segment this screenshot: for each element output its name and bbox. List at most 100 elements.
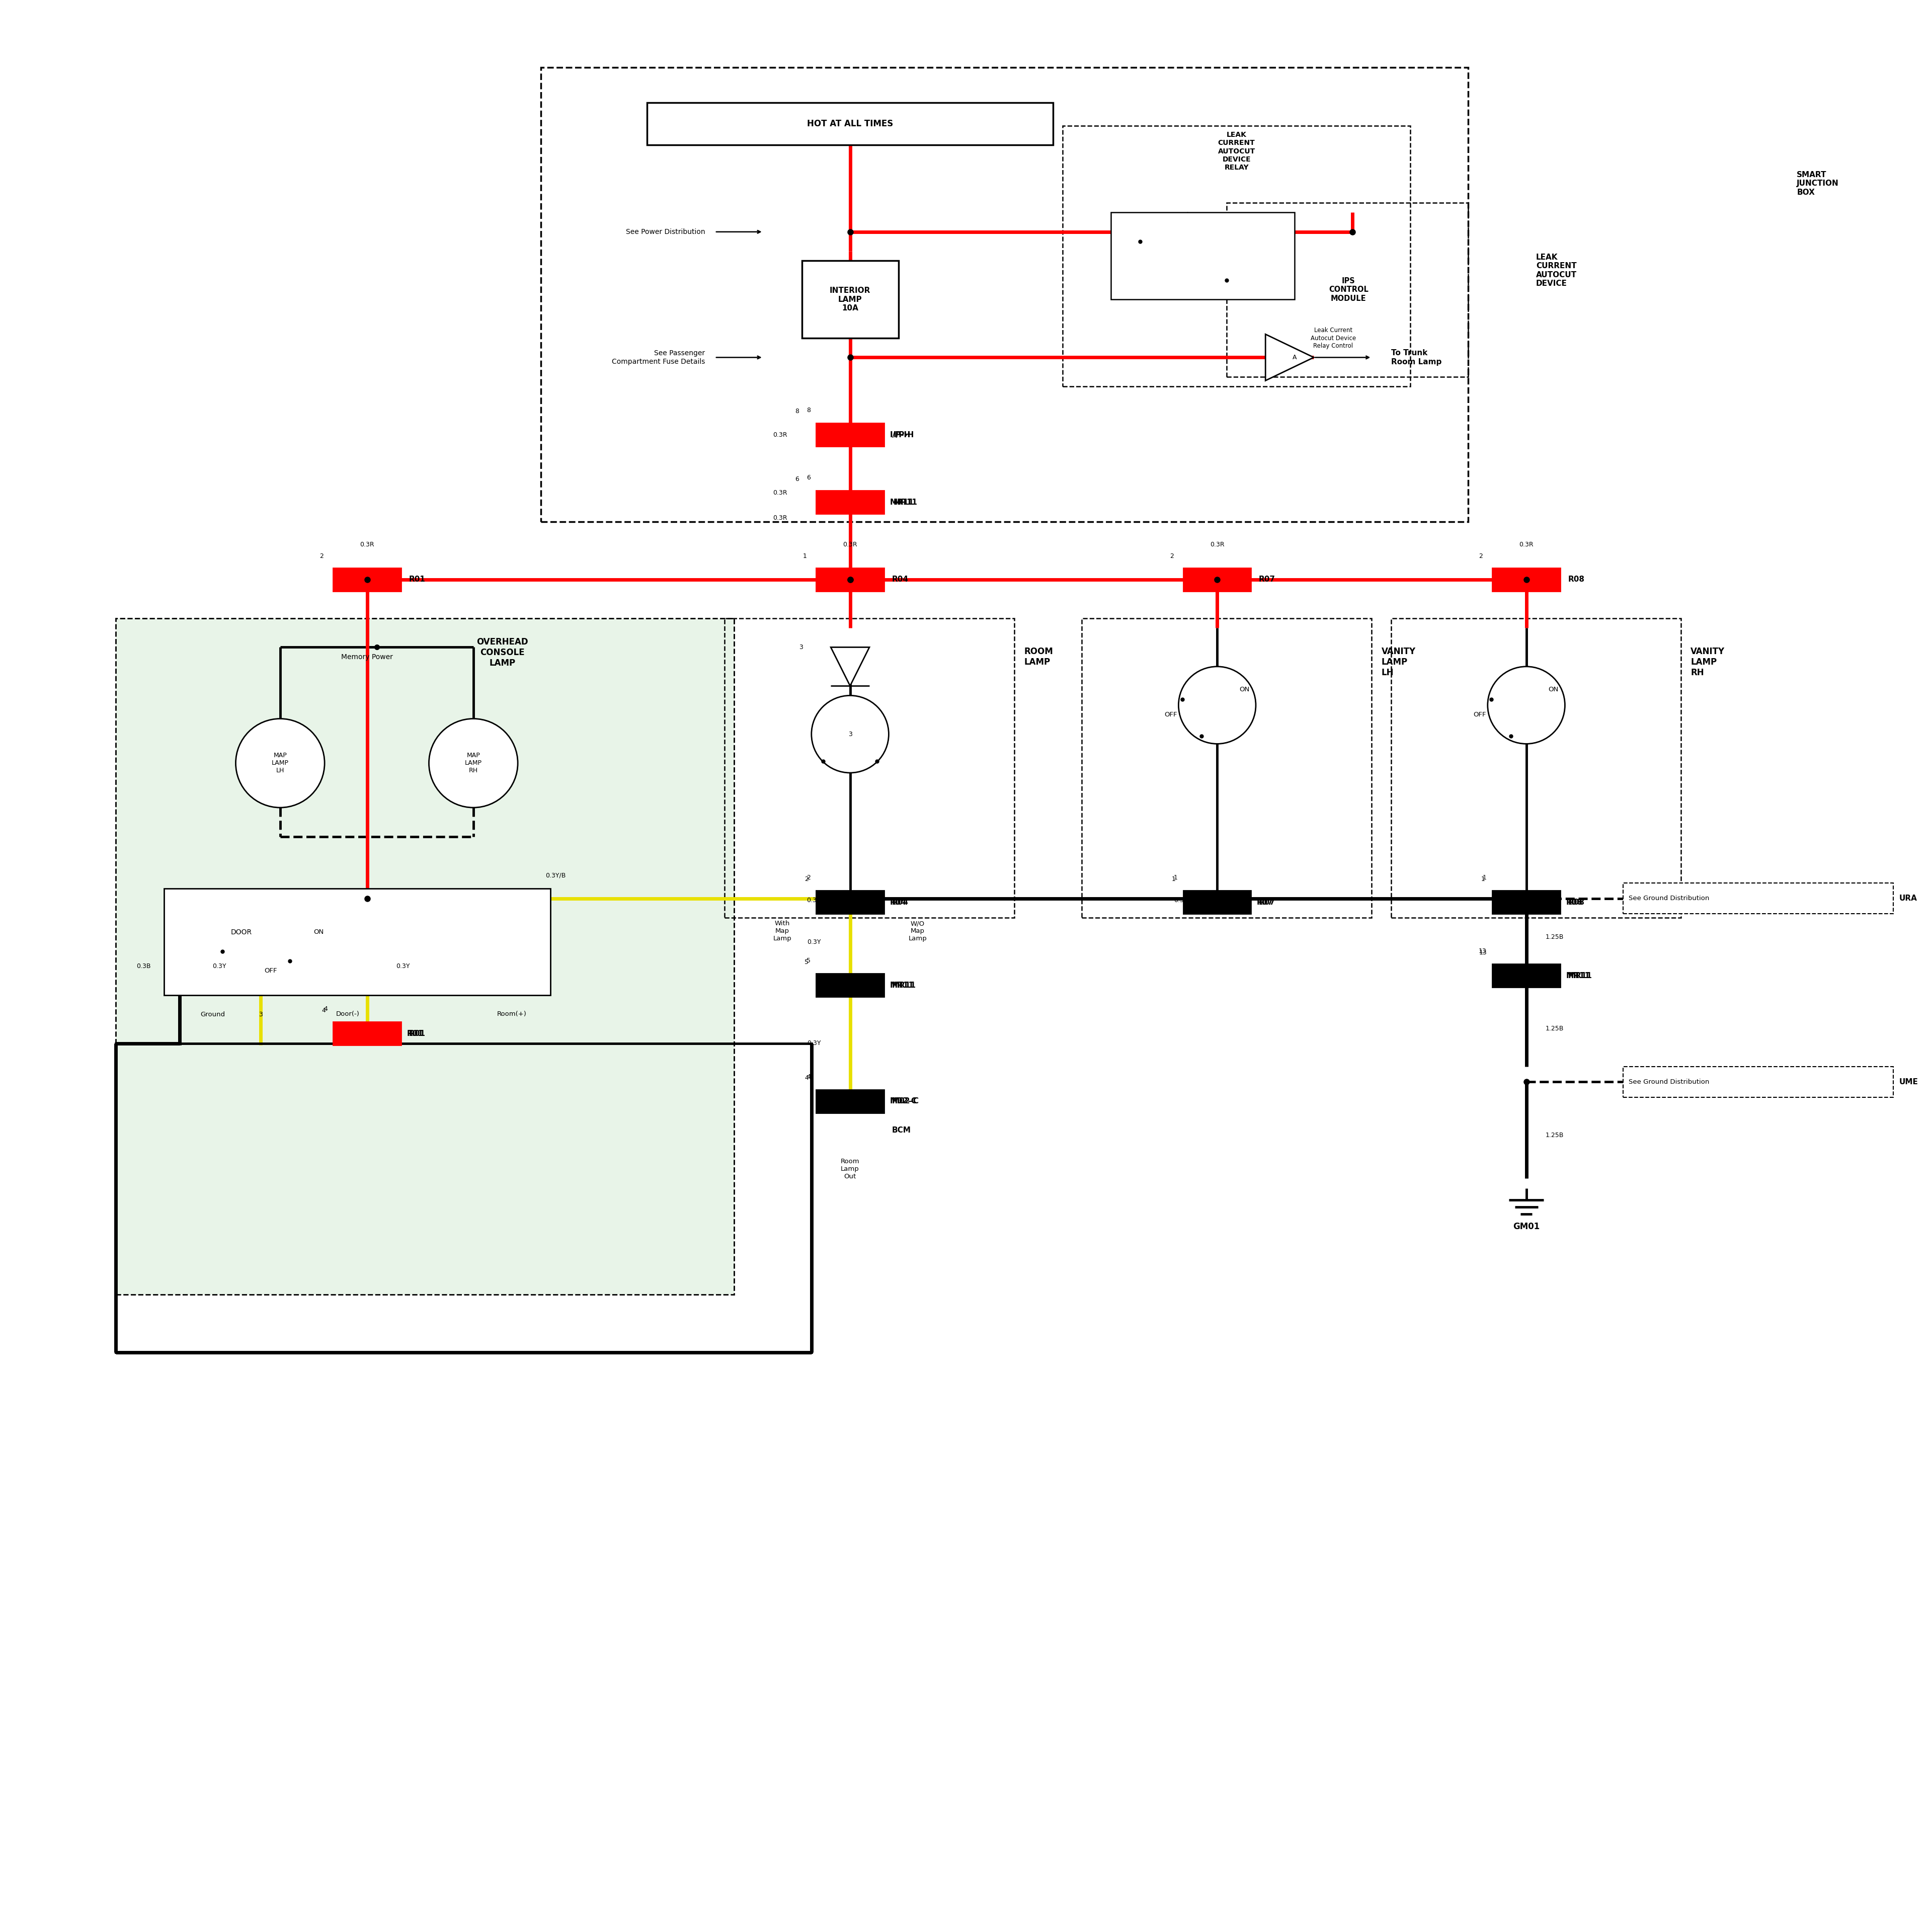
Text: See Ground Distribution: See Ground Distribution <box>1629 1078 1710 1086</box>
Text: 0.3R: 0.3R <box>773 431 788 439</box>
Text: 1: 1 <box>1482 875 1488 881</box>
Polygon shape <box>831 647 869 686</box>
Text: OVERHEAD
CONSOLE
LAMP: OVERHEAD CONSOLE LAMP <box>477 638 527 668</box>
Text: 1.25B: 1.25B <box>1546 1132 1563 1138</box>
Text: See Power Distribution: See Power Distribution <box>626 228 705 236</box>
Bar <box>1391 618 1681 918</box>
Text: MR11: MR11 <box>1565 972 1590 980</box>
Bar <box>815 1090 883 1113</box>
Text: See Passenger
Compartment Fuse Details: See Passenger Compartment Fuse Details <box>612 350 705 365</box>
Text: GM01: GM01 <box>1513 1223 1540 1231</box>
Text: R08: R08 <box>1565 898 1582 906</box>
Text: 0.3R: 0.3R <box>1519 541 1534 549</box>
Text: 6: 6 <box>794 475 800 483</box>
Bar <box>1082 618 1372 918</box>
Bar <box>164 889 551 995</box>
Text: R01: R01 <box>410 1030 425 1037</box>
Text: Memory Power: Memory Power <box>342 653 392 661</box>
Text: 0.3B: 0.3B <box>808 896 821 904</box>
Text: 1: 1 <box>802 553 808 560</box>
Text: Door(-): Door(-) <box>336 1010 359 1018</box>
Bar <box>725 618 1014 918</box>
Text: MAP
LAMP
RH: MAP LAMP RH <box>466 752 481 775</box>
Text: MR11: MR11 <box>889 498 914 506</box>
Bar <box>1227 203 1468 377</box>
Text: SMART
JUNCTION
BOX: SMART JUNCTION BOX <box>1797 172 1839 195</box>
Text: 2: 2 <box>319 553 323 560</box>
Text: R01: R01 <box>410 576 425 583</box>
Text: With
Map
Lamp: With Map Lamp <box>773 920 792 943</box>
Text: Room
Lamp
Out: Room Lamp Out <box>840 1157 860 1180</box>
Text: 0.3R: 0.3R <box>1209 541 1225 549</box>
Circle shape <box>429 719 518 808</box>
Text: R08: R08 <box>1569 576 1584 583</box>
Text: ROOM
LAMP: ROOM LAMP <box>1024 647 1053 667</box>
Text: HOT AT ALL TIMES: HOT AT ALL TIMES <box>808 120 893 128</box>
Text: MR11: MR11 <box>889 981 914 989</box>
Text: See Ground Distribution: See Ground Distribution <box>1629 895 1710 902</box>
Text: 4: 4 <box>323 1007 327 1012</box>
Text: A: A <box>1293 354 1296 361</box>
Text: R07: R07 <box>1260 898 1275 906</box>
Circle shape <box>236 719 325 808</box>
Text: 0.3Y: 0.3Y <box>396 962 410 970</box>
Circle shape <box>1488 667 1565 744</box>
Text: 3: 3 <box>848 730 852 738</box>
Text: 0.3R: 0.3R <box>773 489 788 497</box>
Bar <box>1182 891 1252 914</box>
Text: M02-C: M02-C <box>891 1097 920 1105</box>
Text: 4: 4 <box>804 1074 810 1082</box>
Text: MR11: MR11 <box>1569 972 1592 980</box>
Text: To Trunk
Room Lamp: To Trunk Room Lamp <box>1391 350 1441 365</box>
Text: 0.3Y/B: 0.3Y/B <box>545 871 566 879</box>
Text: 1: 1 <box>178 1010 182 1018</box>
Text: 0.3Y: 0.3Y <box>808 1039 821 1047</box>
Bar <box>1063 126 1410 386</box>
Text: 5: 5 <box>804 958 810 966</box>
Text: 0.3B: 0.3B <box>1546 896 1559 904</box>
Bar <box>815 423 883 446</box>
Text: 4: 4 <box>806 1074 811 1080</box>
Text: Ground: Ground <box>201 1010 224 1018</box>
Text: 0.3R: 0.3R <box>359 541 375 549</box>
Text: OFF: OFF <box>1165 711 1177 719</box>
Text: 0.3B: 0.3B <box>1175 896 1188 904</box>
Text: R08: R08 <box>1569 898 1584 906</box>
Text: 1: 1 <box>1171 875 1177 883</box>
Text: R04: R04 <box>889 898 906 906</box>
Text: 8: 8 <box>794 408 800 415</box>
Text: Room(+): Room(+) <box>497 1010 527 1018</box>
Text: 1: 1 <box>1173 875 1179 881</box>
Text: I/P-H: I/P-H <box>893 431 914 439</box>
Bar <box>1182 568 1252 591</box>
Bar <box>1492 891 1561 914</box>
Text: 3: 3 <box>259 1010 263 1018</box>
Bar <box>815 568 883 591</box>
Text: ON: ON <box>1238 686 1250 694</box>
Bar <box>647 102 1053 145</box>
Bar <box>1492 568 1561 591</box>
Circle shape <box>1179 667 1256 744</box>
Bar <box>116 1043 811 1352</box>
Text: R07: R07 <box>1256 898 1273 906</box>
Text: W/O
Map
Lamp: W/O Map Lamp <box>908 920 927 943</box>
Text: VANITY
LAMP
LH: VANITY LAMP LH <box>1381 647 1416 678</box>
Text: IPS
CONTROL
MODULE: IPS CONTROL MODULE <box>1329 278 1368 301</box>
Text: INTERIOR
LAMP
10A: INTERIOR LAMP 10A <box>829 288 871 311</box>
Text: URA: URA <box>1899 895 1917 902</box>
Text: M02-C: M02-C <box>889 1097 918 1105</box>
Text: 0.3B: 0.3B <box>137 962 151 970</box>
Circle shape <box>811 696 889 773</box>
Text: 13: 13 <box>1478 949 1488 956</box>
Text: UME: UME <box>1899 1078 1918 1086</box>
Bar <box>1111 213 1294 299</box>
Bar <box>332 1022 402 1045</box>
Text: 2: 2 <box>804 875 810 883</box>
Text: 1.25B: 1.25B <box>1546 933 1563 941</box>
Polygon shape <box>1265 334 1314 381</box>
Text: 2: 2 <box>806 875 811 881</box>
Bar <box>815 891 883 914</box>
Text: 13: 13 <box>1478 949 1488 954</box>
Text: OFF: OFF <box>265 968 276 974</box>
Text: 1.25B: 1.25B <box>1546 1026 1563 1032</box>
